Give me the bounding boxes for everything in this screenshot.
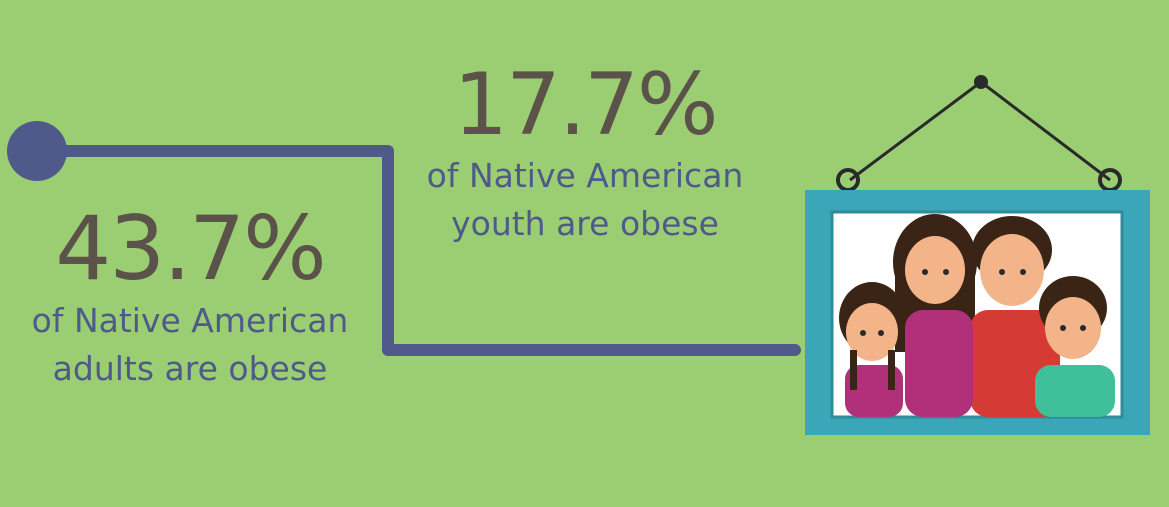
youth-desc-line1: of Native American bbox=[426, 156, 744, 195]
adult-description: of Native American adults are obese bbox=[0, 297, 380, 393]
adult-desc-line1: of Native American bbox=[31, 301, 349, 340]
youth-description: of Native American youth are obese bbox=[405, 152, 765, 248]
adult-percent: 43.7% bbox=[55, 197, 327, 300]
youth-percent: 17.7% bbox=[453, 55, 718, 155]
adult-desc-line2: adults are obese bbox=[52, 348, 328, 388]
circle-node-icon bbox=[7, 121, 67, 181]
youth-obesity-stat: 17.7% of Native American youth are obese bbox=[405, 62, 765, 248]
youth-desc-line2: youth are obese bbox=[451, 203, 719, 243]
adult-obesity-stat: 43.7% of Native American adults are obes… bbox=[0, 205, 380, 393]
